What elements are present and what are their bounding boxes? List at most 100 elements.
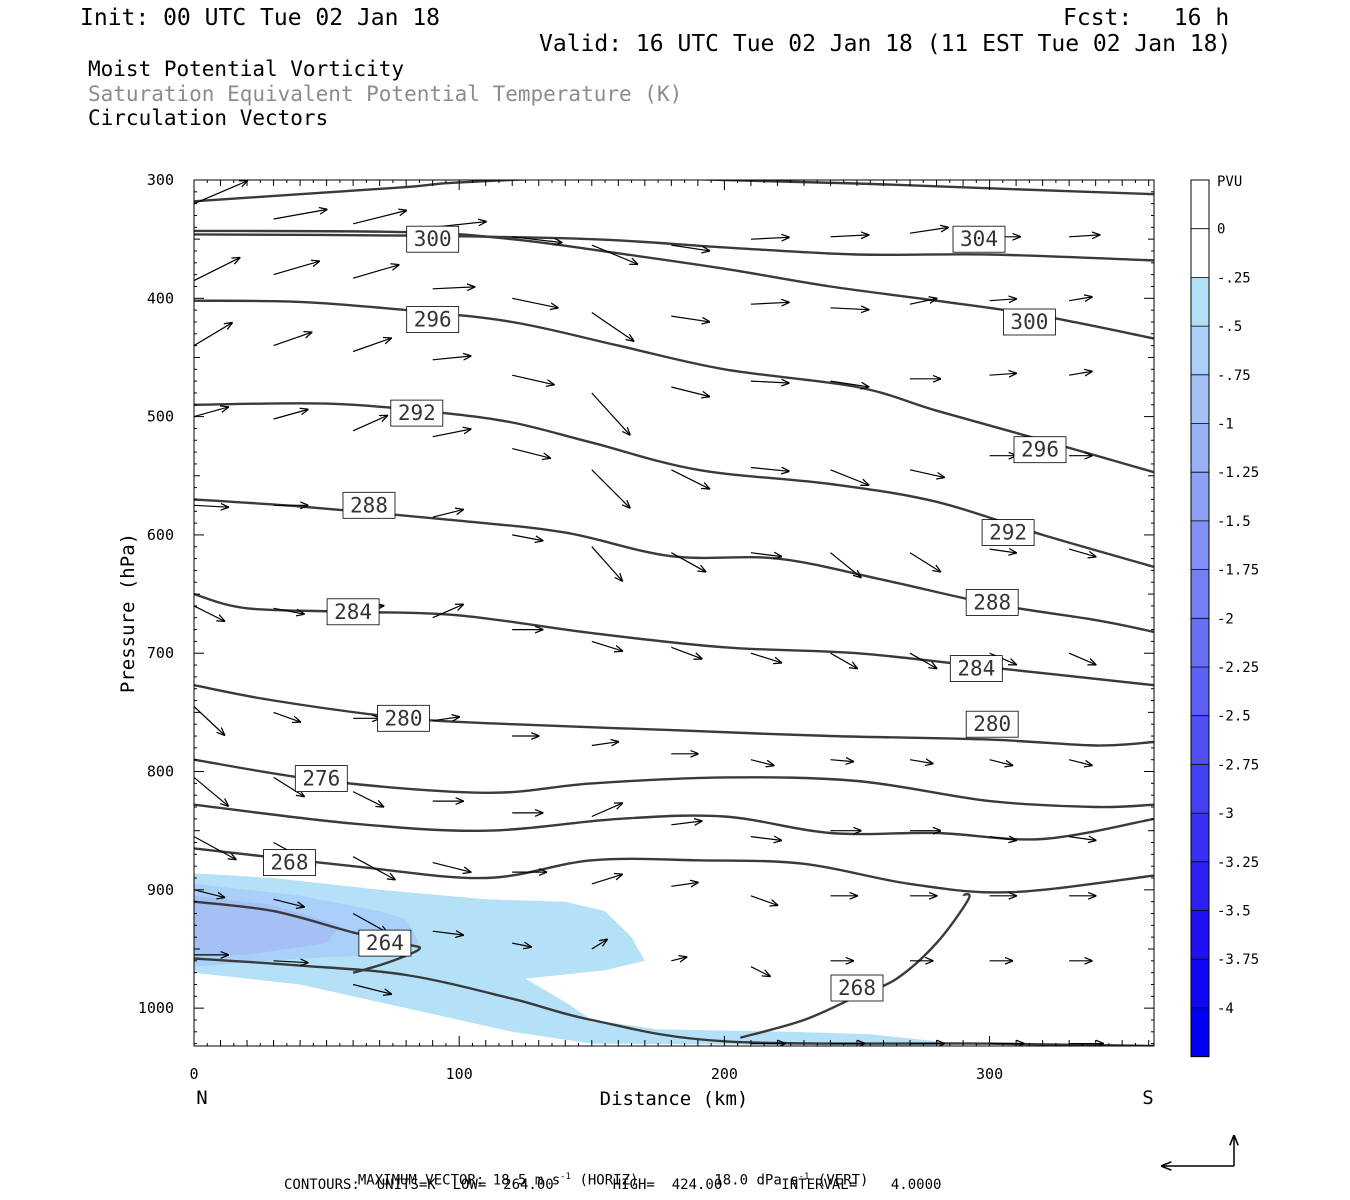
colorbar-swatch: [1191, 423, 1209, 473]
circulation-vector: [750, 895, 778, 906]
circulation-vector: [194, 776, 228, 806]
x-tick-label: 100: [446, 1065, 473, 1083]
circulation-vector: [194, 836, 236, 860]
contour-label: 288: [350, 493, 388, 517]
circulation-vector: [273, 776, 304, 796]
circulation-vector: [989, 299, 1017, 301]
circulation-vector: [591, 312, 634, 342]
circulation-vector: [671, 386, 709, 397]
circulation-vector: [909, 299, 937, 305]
circulation-vector: [1068, 652, 1096, 664]
colorbar-swatch: [1191, 715, 1209, 765]
circulation-vector: [830, 760, 854, 762]
colorbar-swatch: [1191, 667, 1209, 717]
theta-contour-276: [194, 758, 1154, 809]
max-vert-value: 18.0 dPa s: [714, 1172, 799, 1189]
max-horiz-unit: (HORIZ): [579, 1172, 639, 1189]
circulation-vector: [830, 552, 861, 578]
circulation-vector: [432, 931, 463, 935]
y-tick-label: 700: [147, 644, 174, 662]
circulation-vector: [909, 228, 948, 234]
circulation-vector: [352, 265, 399, 279]
circulation-vector: [989, 652, 1017, 664]
y-tick-label: 400: [147, 289, 174, 307]
contour-label: 292: [989, 521, 1027, 545]
colorbar-label: -4: [1217, 1001, 1234, 1017]
circulation-vector: [352, 856, 395, 880]
circulation-vector: [591, 546, 622, 581]
colorbar-swatch: [1191, 374, 1209, 424]
y-tick-label: 1000: [138, 999, 174, 1017]
axis-ticks: [193, 179, 1154, 1046]
circulation-vector: [273, 898, 304, 907]
circulation-vector: [432, 356, 471, 360]
vert-exponent: -1: [798, 1172, 810, 1182]
circulation-vector: [591, 244, 638, 264]
colorbar-label: -1.25: [1217, 465, 1259, 481]
circulation-vector: [671, 469, 709, 489]
colorbar-swatch: [1191, 813, 1209, 863]
circulation-vector: [194, 889, 224, 898]
colorbar-label: -.5: [1217, 319, 1242, 335]
circulation-vector: [352, 338, 391, 353]
circulation-vector: [671, 821, 701, 825]
contour-label-box: [358, 929, 412, 957]
contour-label-box: [263, 849, 316, 876]
circulation-vector: [273, 961, 308, 963]
circulation-vector: [671, 244, 709, 251]
circulation-vector: [671, 957, 686, 961]
x-axis-title: Distance (km): [600, 1088, 749, 1110]
colorbar-swatch: [1191, 618, 1209, 668]
circulation-vector: [352, 211, 406, 225]
contour-label-box: [406, 225, 460, 253]
circulation-vector: [591, 742, 619, 746]
circulation-vector: [591, 940, 607, 950]
contour-label-box: [981, 519, 1035, 546]
colorbar-label: -2.25: [1217, 660, 1259, 676]
circulation-vector-layer: [194, 181, 1103, 1044]
circulation-vector: [750, 468, 789, 472]
circulation-vector: [750, 759, 774, 766]
circulation-vector: [432, 604, 463, 619]
circulation-vector: [194, 323, 232, 347]
contour-info: CONTOURS: UNITS=K LOW= 264.00 HIGH= 424.…: [284, 1177, 942, 1193]
field-title-theta: Saturation Equivalent Potential Temperat…: [88, 82, 683, 106]
y-axis-title: Pressure (hPa): [117, 533, 139, 693]
contour-label: 300: [1010, 310, 1048, 334]
circulation-vector: [591, 392, 630, 435]
theta-contour-272: [194, 803, 1154, 841]
colorbar-label: -3.5: [1217, 904, 1251, 920]
contour-label: 300: [414, 227, 452, 251]
colorbar-label: -2: [1217, 611, 1234, 627]
circulation-vector: [512, 236, 561, 243]
colorbar-label: -2.5: [1217, 709, 1251, 725]
y-tick-label: 500: [147, 408, 174, 426]
colorbar-swatch: [1191, 228, 1209, 278]
circulation-vector: [194, 505, 228, 507]
circulation-vector: [273, 607, 304, 614]
contour-label-box: [952, 225, 1006, 253]
circulation-vector: [989, 549, 1017, 553]
south-endpoint-label: S: [1142, 1087, 1153, 1109]
contour-label: 264: [366, 931, 404, 955]
circulation-vector: [989, 759, 1013, 766]
circulation-vector: [1069, 837, 1096, 841]
circulation-vector: [671, 883, 698, 887]
colorbar-unit: PVU: [1217, 174, 1242, 190]
forecast-hour: Fcst: 16 h: [1063, 5, 1230, 31]
theta-contour-260: [194, 957, 1154, 1046]
colorbar-label: -1: [1217, 417, 1234, 433]
circulation-vector: [830, 469, 869, 485]
contour-label: 280: [973, 712, 1011, 736]
colorbar-swatch: [1191, 764, 1209, 814]
contour-label: 292: [398, 401, 436, 425]
circulation-vector: [989, 373, 1017, 375]
colorbar-swatch: [1191, 1007, 1209, 1058]
circulation-vector: [909, 760, 933, 764]
theta-contour-304: [194, 233, 1154, 262]
contour-label-box: [949, 655, 1003, 682]
contour-label-box: [294, 765, 348, 792]
circulation-vector: [432, 862, 471, 873]
colorbar-label: -3.25: [1217, 855, 1259, 871]
